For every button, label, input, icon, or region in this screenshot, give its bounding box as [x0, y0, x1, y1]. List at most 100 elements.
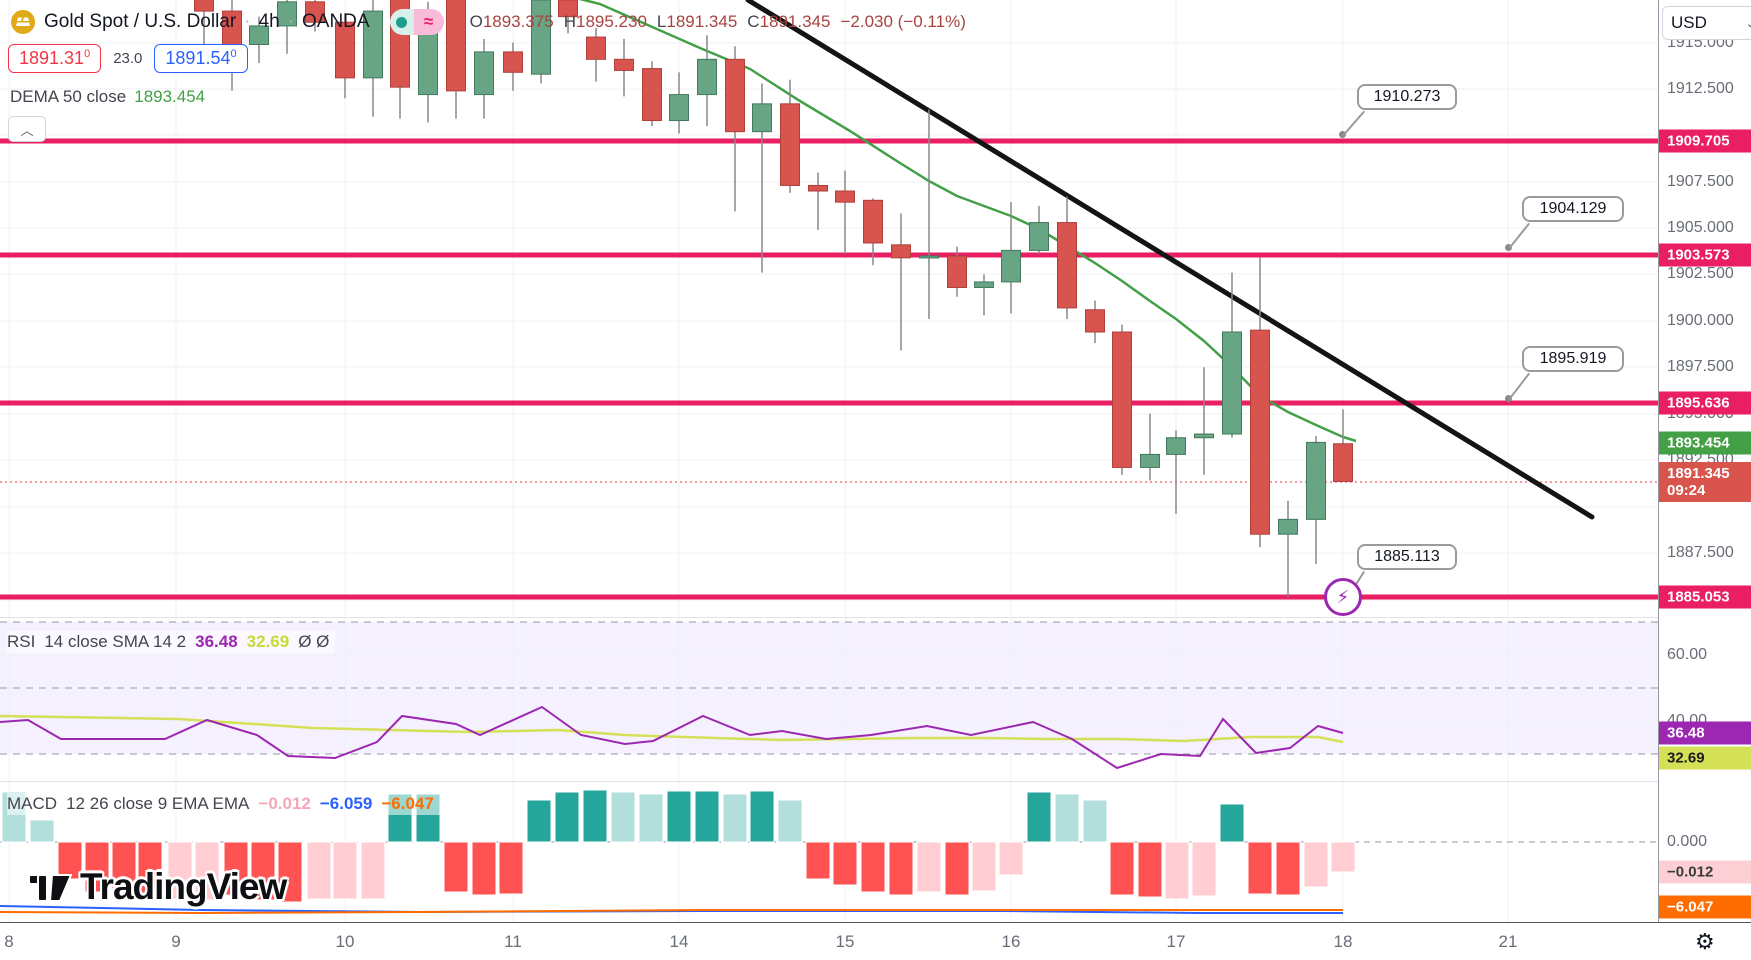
candle-body: [1194, 433, 1214, 439]
interval-button[interactable]: 4h: [258, 11, 280, 32]
close-value: 1891.345: [759, 12, 831, 31]
candle[interactable]: [947, 246, 967, 297]
candle[interactable]: [1278, 500, 1298, 598]
candle-body: [891, 244, 911, 259]
candle[interactable]: [1112, 324, 1132, 475]
spread-value: 23.0: [113, 50, 143, 67]
candle[interactable]: [1057, 196, 1077, 320]
macd-histogram-bar: [277, 841, 303, 903]
currency-selector[interactable]: USD ⌄: [1662, 6, 1751, 40]
candle[interactable]: [669, 72, 689, 134]
macd-histogram-bar: [84, 841, 110, 893]
candle[interactable]: [503, 42, 523, 91]
macd-histogram-bar: [1219, 803, 1245, 843]
candle-body: [586, 36, 606, 60]
price-callout-label[interactable]: 1885.113: [1346, 544, 1457, 599]
price-callout-label[interactable]: 1895.919: [1508, 346, 1624, 400]
axis-tick-label: 1905.000: [1667, 219, 1734, 236]
low-value: 1891.345: [666, 12, 738, 31]
price-badge: 1885.053: [1659, 585, 1751, 609]
candle-body: [1085, 309, 1105, 333]
candle[interactable]: [1194, 367, 1214, 475]
candle[interactable]: [249, 16, 269, 64]
candle[interactable]: [642, 61, 662, 127]
buy-button[interactable]: 1891.540: [154, 44, 248, 73]
candle[interactable]: [697, 35, 717, 127]
symbol-title[interactable]: Gold Spot / U.S. Dollar: [44, 11, 237, 32]
candle[interactable]: [335, 12, 355, 99]
macd-histogram-bar: [722, 793, 748, 843]
exchange-label[interactable]: OANDA: [302, 11, 370, 32]
macd-legend[interactable]: MACD 12 26 close 9 EMA EMA −0.012 −6.059…: [7, 793, 440, 815]
candle[interactable]: [1029, 205, 1049, 255]
macd-histogram-bar: [554, 791, 580, 843]
candle[interactable]: [1166, 430, 1186, 514]
macd-histogram-bar: [610, 791, 636, 843]
candle[interactable]: [919, 109, 939, 320]
axis-tick-label: 1887.500: [1667, 544, 1734, 561]
sell-button[interactable]: 1891.310: [8, 44, 102, 73]
rsi-sma-value: 32.69: [246, 632, 290, 651]
candle-body: [418, 25, 438, 96]
macd-histogram-bar: [944, 841, 970, 896]
candle[interactable]: [1140, 413, 1160, 481]
collapse-legend-button[interactable]: ︿: [8, 116, 46, 142]
time-axis[interactable]: ⚙ 8 9 10 11 14 15 16 17 18 21: [0, 922, 1751, 960]
candle[interactable]: [277, 0, 297, 54]
candle[interactable]: [974, 274, 994, 316]
chevron-down-icon: ⌄: [1745, 17, 1751, 30]
pane-divider-rsi[interactable]: [0, 617, 1658, 618]
candle[interactable]: [474, 38, 494, 119]
tradingview-watermark[interactable]: TradingView: [28, 866, 287, 908]
price-callout-label[interactable]: 1910.273: [1342, 84, 1457, 136]
candle[interactable]: [305, 0, 325, 32]
dema-legend[interactable]: DEMA 50 close 1893.454: [10, 87, 205, 107]
candle[interactable]: [446, 0, 466, 119]
candle[interactable]: [1001, 202, 1021, 314]
macd-histogram-bar: [1330, 841, 1356, 873]
candle[interactable]: [363, 0, 383, 117]
macd-histogram-bar: [526, 799, 552, 843]
candle[interactable]: [725, 46, 745, 212]
axis-tick-label: 60.00: [1667, 646, 1708, 663]
candle[interactable]: [1306, 435, 1326, 564]
time-axis-label: 15: [835, 932, 855, 951]
price-callout-label[interactable]: 1904.129: [1508, 196, 1624, 249]
tradingview-logo-icon: [28, 874, 72, 902]
candle[interactable]: [1333, 409, 1353, 482]
price-badge: 36.48: [1659, 721, 1751, 745]
candle[interactable]: [614, 38, 634, 97]
candle[interactable]: [558, 0, 578, 34]
axis-tick-label: 1902.500: [1667, 265, 1734, 282]
candle[interactable]: [835, 170, 855, 255]
macd-histogram-bar: [137, 841, 163, 895]
price-pane-canvas[interactable]: [0, 0, 1658, 618]
candle[interactable]: [891, 213, 911, 351]
pane-divider-macd[interactable]: [0, 781, 1658, 782]
ohlc-readout: O1893.375 H1895.230 L1891.345 C1891.345 …: [469, 12, 966, 31]
candle-body: [863, 199, 883, 244]
price-axis[interactable]: 1915.000 1912.500 1907.500 1905.000 1902.500…: [1658, 0, 1751, 922]
symbol-header: Gold Spot / U.S. Dollar · 4h · OANDA ≈ O…: [10, 9, 966, 35]
separator-dot: ·: [244, 11, 251, 32]
gear-icon[interactable]: ⚙: [1695, 929, 1715, 954]
candle-body: [1166, 437, 1186, 455]
candle[interactable]: [586, 27, 606, 82]
candle[interactable]: [780, 79, 800, 193]
candle[interactable]: [808, 172, 828, 230]
candle[interactable]: [1250, 257, 1270, 548]
candle[interactable]: [863, 198, 883, 266]
rsi-zero-flags: Ø Ø: [298, 632, 330, 651]
candle-body: [919, 255, 939, 259]
candle[interactable]: [752, 83, 772, 273]
alert-lightning-icon[interactable]: ⚡: [1324, 578, 1362, 616]
macd-histogram-bar: [888, 841, 914, 896]
candle[interactable]: [1085, 300, 1105, 344]
rsi-legend[interactable]: RSI 14 close SMA 14 2 36.48 32.69 Ø Ø: [7, 631, 336, 653]
market-status-chips[interactable]: ≈: [389, 9, 444, 35]
candle[interactable]: [531, 0, 551, 84]
candle-body: [947, 255, 967, 288]
candle[interactable]: [1222, 272, 1242, 438]
macd-histogram-bar: [194, 841, 220, 901]
